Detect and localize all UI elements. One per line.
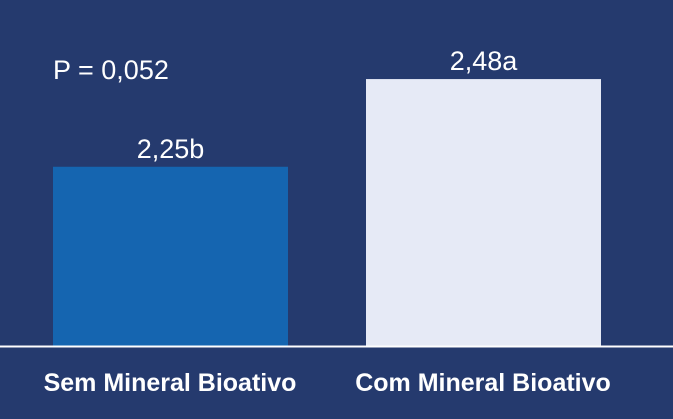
bar-value-label-2: 2,48a (450, 46, 519, 76)
bar-2 (366, 79, 601, 347)
bars-group: 2,25b Sem Mineral Bioativo 2,48a Com Minera… (44, 46, 611, 397)
category-label-2: Com Mineral Bioativo (355, 369, 611, 397)
category-label-1: Sem Mineral Bioativo (44, 369, 297, 397)
bar-value-label-1: 2,25b (137, 134, 205, 164)
bar-1 (53, 166, 288, 346)
p-value-annotation: P = 0,052 (53, 55, 169, 85)
